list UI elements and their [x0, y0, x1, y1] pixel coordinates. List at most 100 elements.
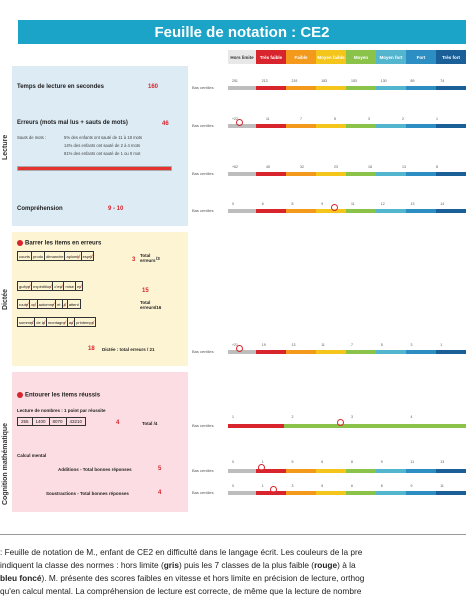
scale-segment: [376, 86, 406, 90]
scale-segment: [286, 491, 316, 495]
scale-tick: 2: [291, 415, 294, 419]
scale-segment: [406, 350, 436, 354]
dictee-word: montagne: [46, 318, 68, 327]
scale-tick: 251: [232, 79, 238, 83]
scale-tick: 11: [321, 343, 325, 347]
scale-segment: [256, 469, 286, 473]
dictee-word: aplomb: [65, 252, 82, 261]
scale-segment: [436, 491, 466, 495]
row-caption: Bas centiles: [192, 171, 214, 176]
erreurs-progress-fill: [18, 167, 171, 170]
nombre-item: 1400: [33, 418, 50, 425]
erreurs-label: Erreurs (mots mal lus + sauts de mots): [17, 120, 128, 126]
scale-bar-temps: [228, 86, 466, 90]
scale-segment: [228, 209, 256, 213]
dictee-row1-total-label: Total erreurs: [140, 253, 156, 263]
scale-segment: [376, 350, 406, 354]
scale-segment: [316, 469, 346, 473]
caption-line-1: : Feuille de notation de M., enfant de C…: [0, 547, 363, 557]
scale-tick: 213: [261, 79, 268, 83]
dictee-word-grid-4: sommetde lamontagneauprintemps: [17, 317, 96, 327]
scale-bar-additions: [228, 469, 466, 473]
sauts-title: Sauts de mots :: [17, 135, 47, 140]
caption-line-2: indiquent la classe des normes : hors li…: [0, 559, 466, 572]
norm-class-7: Très fort: [436, 50, 466, 64]
dictee-word: automne: [37, 300, 57, 309]
scale-tick: +21: [232, 343, 238, 347]
dictee-word: au: [67, 318, 76, 327]
scale-tick: 32: [300, 165, 304, 169]
scale-segment: [286, 209, 316, 213]
scale-segment: [376, 469, 406, 473]
scale-tick: 5: [334, 117, 336, 121]
scale-tick: +22: [232, 117, 238, 121]
scale-tick: 1: [440, 343, 443, 347]
caption-text: ). M. présente des scores faibles en vit…: [41, 573, 365, 583]
scale-segment: [228, 491, 256, 495]
scale-tick: 1: [436, 117, 438, 121]
scale-segment: [286, 86, 316, 90]
scale-tick: 153: [351, 79, 357, 83]
score-marker: [331, 204, 339, 211]
scale-tick: 8: [380, 484, 383, 488]
scale-tick: 1: [261, 460, 264, 464]
scale-segment: [256, 86, 286, 90]
scale-segment: [376, 172, 406, 176]
dictee-word: c'est: [53, 282, 65, 291]
row-caption: Bas centiles: [192, 349, 214, 354]
scale-segment: [316, 86, 346, 90]
nombre-item: 8070: [50, 418, 67, 425]
scale-segment: [346, 172, 376, 176]
scale-segment: [286, 172, 316, 176]
scale-tick: 8: [436, 165, 438, 169]
scale-segment: [406, 86, 436, 90]
scale-segment: [436, 86, 466, 90]
scale-segment: [316, 209, 346, 213]
caption-line-3: bleu foncé). M. présente des scores faib…: [0, 572, 466, 585]
scale-segment: [228, 469, 256, 473]
scale-bar-nombres: [228, 424, 466, 428]
scale-segment: [376, 491, 406, 495]
dictee-row2-total-label: Total erreurs: [140, 300, 156, 310]
score-marker: [258, 464, 266, 471]
temps-label: Temps de lecture en secondes: [17, 84, 104, 90]
score-marker: [336, 419, 344, 426]
sauts-line-2: 14% des enfants ont sauté de 2 à 4 mots: [64, 143, 141, 148]
dictee-word: produ: [31, 252, 46, 261]
scale-tick: 5: [380, 343, 383, 347]
soustractions-value: 4: [158, 490, 162, 496]
lecture-panel: [12, 66, 188, 226]
bullet-icon: [17, 240, 23, 246]
dictee-row1-total: 3: [132, 257, 136, 263]
scale-tick: 45: [266, 165, 270, 169]
scale-tick: 18: [368, 165, 372, 169]
dictee-word: attent: [67, 300, 81, 309]
scale-segment: [286, 469, 316, 473]
scale-segment: [256, 209, 286, 213]
scale-tick: 13: [440, 460, 445, 464]
dictee-row1-total-max: /3: [156, 256, 160, 261]
scale-segment: [286, 350, 316, 354]
norm-class-1: Très faible: [256, 50, 286, 64]
scale-tick: 14: [440, 202, 445, 206]
scale-segment: [256, 124, 286, 128]
scale-segment: [346, 209, 376, 213]
dictee-word: à: [62, 300, 68, 309]
scale-segment: [228, 424, 284, 428]
row-caption: Bas centiles: [192, 423, 214, 428]
scale-segment: [406, 469, 436, 473]
scale-tick: 6: [321, 460, 324, 464]
page-title: Feuille de notation : CE2: [18, 20, 466, 44]
erreurs-progress-bar: [17, 166, 172, 171]
scale-segment: [316, 124, 346, 128]
scale-tick: 89: [410, 79, 415, 83]
scale-tick: 8: [351, 460, 353, 464]
scale-tick: 12: [380, 202, 385, 206]
additions-label: Additions - Total bonnes réponses: [58, 467, 132, 472]
dictee-word: courts: [18, 252, 32, 261]
caption-bleu-fonce: bleu foncé: [0, 573, 42, 583]
soustractions-label: Soustractions - Total bonnes réponses: [46, 491, 129, 496]
dictee-word: dimanche: [45, 252, 66, 261]
caption-text: ) puis les 7 classes de la plus faible (: [178, 560, 315, 570]
caption-rouge: rouge: [314, 560, 338, 570]
